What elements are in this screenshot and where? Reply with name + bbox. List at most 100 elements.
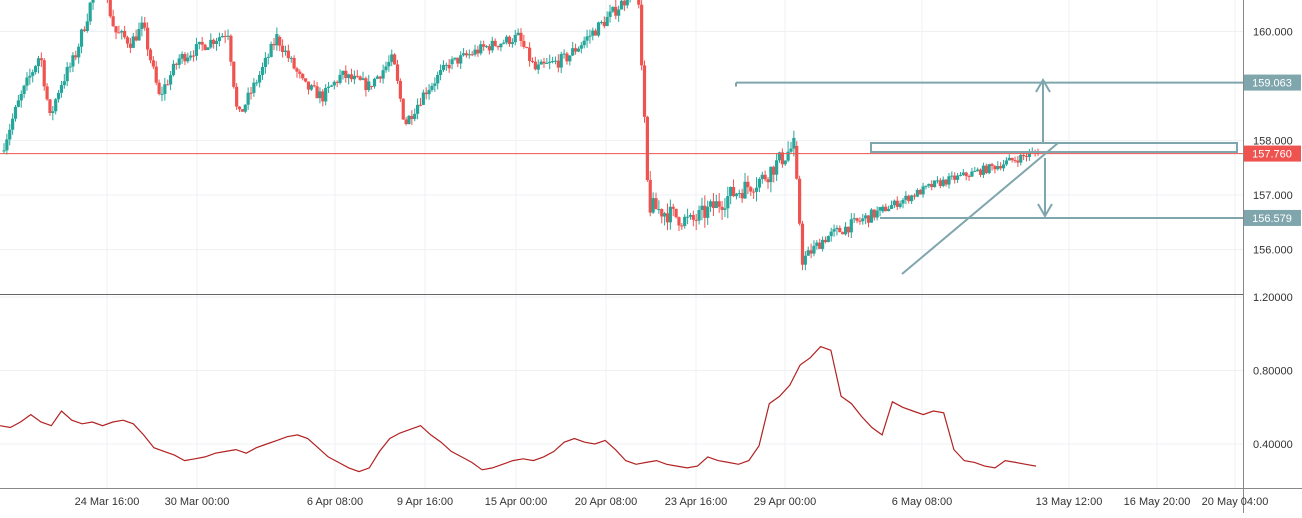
candle-body <box>970 171 974 177</box>
candle-body <box>318 91 322 99</box>
candle-body <box>189 55 193 58</box>
candle-body <box>958 174 963 176</box>
candle-body <box>815 242 819 246</box>
candle-body <box>456 57 460 64</box>
candle-body <box>28 75 32 78</box>
candle-body <box>1007 157 1011 161</box>
candle-body <box>910 195 914 202</box>
candle-body <box>737 193 741 195</box>
candle-body <box>272 43 276 46</box>
candle-body <box>151 60 155 67</box>
candle-body <box>976 169 980 171</box>
candle-body <box>996 166 1000 170</box>
candle-body <box>68 66 72 68</box>
candle-body <box>123 30 127 38</box>
candle-body <box>384 66 388 71</box>
drawing-tools[interactable] <box>735 78 1243 275</box>
candle-body <box>895 200 899 207</box>
candle-body <box>688 215 693 217</box>
candle-body <box>918 189 922 195</box>
candle-body <box>206 47 210 50</box>
level-label: 159.063 <box>1252 78 1292 90</box>
candle-body <box>31 72 35 76</box>
candle-body <box>444 64 448 66</box>
candle-body <box>470 54 474 56</box>
candle-body <box>258 74 262 83</box>
candle-body <box>875 210 879 218</box>
candle-body <box>683 216 687 226</box>
time-tick-label: 30 Mar 00:00 <box>165 496 230 508</box>
candle-body <box>148 49 153 61</box>
candle-body <box>780 152 784 165</box>
candle-body <box>964 172 968 177</box>
candle-body <box>372 78 377 87</box>
level-tag <box>1244 209 1301 226</box>
candle-body <box>838 227 842 233</box>
candle-body <box>1010 157 1014 161</box>
candle-body <box>1004 160 1009 165</box>
candle-body <box>214 41 219 44</box>
candle-body <box>88 2 92 22</box>
candle-body <box>1027 152 1031 157</box>
candle-body <box>849 219 853 233</box>
candle-body <box>944 179 948 185</box>
candle-body <box>473 49 477 55</box>
candle-body <box>370 86 374 87</box>
candle-body <box>697 210 701 221</box>
candle-body <box>312 85 316 87</box>
candle-body <box>82 29 87 31</box>
candle-body <box>978 169 983 175</box>
candle-body <box>579 45 583 49</box>
candle-body <box>292 57 296 69</box>
candle-body <box>54 99 58 112</box>
candle-body <box>1001 164 1006 169</box>
candle-body <box>611 6 615 12</box>
candle-body <box>134 36 138 41</box>
candle-body <box>289 57 293 59</box>
candle-body <box>921 186 925 195</box>
candle-body <box>645 116 649 181</box>
candle-body <box>381 70 385 79</box>
candle-body <box>108 0 112 17</box>
candle-body <box>654 198 658 210</box>
candle-body <box>772 166 776 175</box>
candle-body <box>869 209 874 223</box>
candle-body <box>734 193 739 197</box>
candle-body <box>714 201 718 209</box>
candle-body <box>85 21 89 31</box>
candle-body <box>927 184 931 186</box>
candle-body <box>62 81 66 86</box>
candle-body <box>298 71 302 74</box>
candle-body <box>528 47 532 61</box>
candle-body <box>19 94 23 101</box>
candle-body <box>490 40 494 51</box>
candle-body <box>375 76 379 79</box>
candle-body <box>197 41 201 45</box>
candle-body <box>898 203 902 207</box>
candle-body <box>229 35 233 62</box>
candle-body <box>453 57 457 60</box>
candle-body <box>499 43 503 48</box>
candle-body <box>1013 160 1017 162</box>
candle-body <box>999 166 1003 169</box>
candle-body <box>326 86 331 88</box>
candle-body <box>496 45 500 48</box>
candle-body <box>237 106 242 110</box>
candle-body <box>223 35 227 37</box>
candle-body <box>438 70 443 76</box>
candle-body <box>786 151 790 161</box>
time-tick-label: 16 May 20:00 <box>1124 496 1191 508</box>
candle-body <box>212 39 216 44</box>
candle-body <box>763 174 767 180</box>
candle-body <box>967 176 971 178</box>
candle-body <box>608 11 612 17</box>
candle-body <box>924 185 928 187</box>
candle-body <box>820 239 825 249</box>
candle-body <box>125 37 130 44</box>
candle-body <box>120 30 124 33</box>
candle-body <box>137 29 141 41</box>
candle-body <box>588 35 592 37</box>
candle-body <box>800 223 805 265</box>
